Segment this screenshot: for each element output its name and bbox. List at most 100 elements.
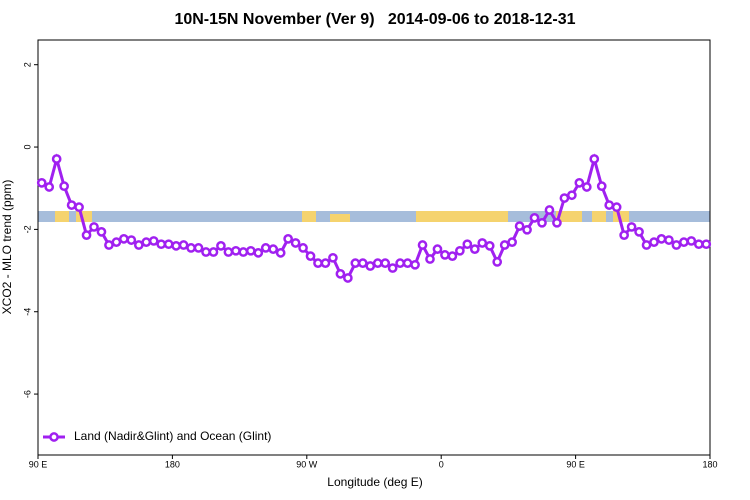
y-tick-label: -2 <box>22 225 32 233</box>
data-point <box>649 237 659 247</box>
data-point <box>410 259 420 270</box>
data-point <box>89 222 99 232</box>
data-point <box>283 234 293 244</box>
data-point <box>216 241 226 251</box>
legend-marker <box>49 432 59 442</box>
data-point <box>619 230 629 240</box>
data-point <box>350 258 361 268</box>
data-point <box>477 238 488 248</box>
data-point <box>679 237 689 247</box>
data-point <box>559 193 570 203</box>
data-point <box>111 237 122 247</box>
data-point <box>298 243 308 253</box>
data-point <box>537 217 547 228</box>
data-point <box>522 224 532 235</box>
data-point <box>589 154 600 164</box>
data-point <box>581 182 592 192</box>
data-point <box>611 202 622 213</box>
y-tick-label: -6 <box>22 390 32 398</box>
x-tick-label: 180 <box>702 459 717 469</box>
chart-title: 10N-15N November (Ver 9) 2014-09-06 to 2… <box>174 11 575 28</box>
data-point <box>208 247 219 257</box>
x-tick-label: 90 E <box>566 459 585 469</box>
data-point <box>402 258 413 268</box>
data-point <box>425 254 435 264</box>
data-point <box>201 247 211 257</box>
ocean-strip <box>38 211 710 222</box>
data-point <box>357 258 368 268</box>
data-point <box>447 251 458 261</box>
data-point <box>66 200 77 210</box>
data-point <box>36 178 47 188</box>
data-point <box>253 248 264 258</box>
y-tick-label: 2 <box>22 62 32 67</box>
y-tick-label: 0 <box>22 145 32 150</box>
data-point <box>574 178 585 188</box>
data-point <box>372 258 383 268</box>
data-point <box>417 240 428 250</box>
data-point <box>126 235 137 245</box>
data-point <box>380 258 391 268</box>
data-point <box>148 236 159 246</box>
data-point <box>163 239 174 250</box>
data-point <box>484 241 495 251</box>
data-point <box>178 240 189 250</box>
x-tick-label: 0 <box>439 459 444 469</box>
data-point <box>141 237 152 247</box>
data-point <box>245 245 256 256</box>
data-point <box>186 243 196 253</box>
data-point <box>193 243 204 253</box>
data-point <box>59 181 69 192</box>
land-patch <box>330 214 350 222</box>
data-point <box>664 235 674 245</box>
data-point <box>671 240 682 250</box>
data-point <box>641 240 652 250</box>
legend-label: Land (Nadir&Glint) and Ocean (Glint) <box>74 429 271 443</box>
data-point <box>604 200 615 210</box>
land-ocean-strip <box>38 211 710 222</box>
data-point <box>74 202 84 213</box>
x-tick-label: 90 E <box>29 459 48 469</box>
data-point <box>462 239 473 250</box>
data-point <box>552 217 562 228</box>
data-point <box>290 238 301 248</box>
data-point <box>119 234 129 244</box>
x-tick-label: 90 W <box>296 459 318 469</box>
data-point <box>104 240 114 250</box>
data-point <box>701 239 712 250</box>
data-point <box>260 243 271 253</box>
land-patch <box>592 211 606 222</box>
data-point <box>171 241 181 251</box>
data-point <box>529 213 540 223</box>
data-point <box>44 182 55 192</box>
data-point <box>440 250 450 260</box>
data-point <box>567 190 577 201</box>
land-patch <box>416 211 508 222</box>
x-tick-label: 180 <box>165 459 180 469</box>
land-patch <box>613 211 629 222</box>
data-point <box>320 258 331 268</box>
data-point <box>96 227 107 237</box>
data-point <box>51 154 62 164</box>
data-point <box>305 251 316 261</box>
data-point <box>238 247 249 257</box>
data-point <box>343 273 353 283</box>
data-point <box>313 258 323 268</box>
data-point <box>432 244 443 254</box>
data-point <box>328 252 338 263</box>
data-point <box>81 230 92 240</box>
data-point <box>686 236 697 246</box>
data-point <box>231 245 241 256</box>
plot-frame <box>37 39 711 456</box>
data-point <box>656 234 667 244</box>
data-point <box>275 248 286 258</box>
data-point <box>514 221 525 231</box>
data-point <box>693 239 704 250</box>
data-point <box>365 261 376 271</box>
data-point <box>223 247 234 257</box>
data-point <box>596 181 607 192</box>
data-point <box>469 244 480 254</box>
data-point <box>626 222 637 232</box>
x-axis-label: Longitude (deg E) <box>327 475 422 489</box>
